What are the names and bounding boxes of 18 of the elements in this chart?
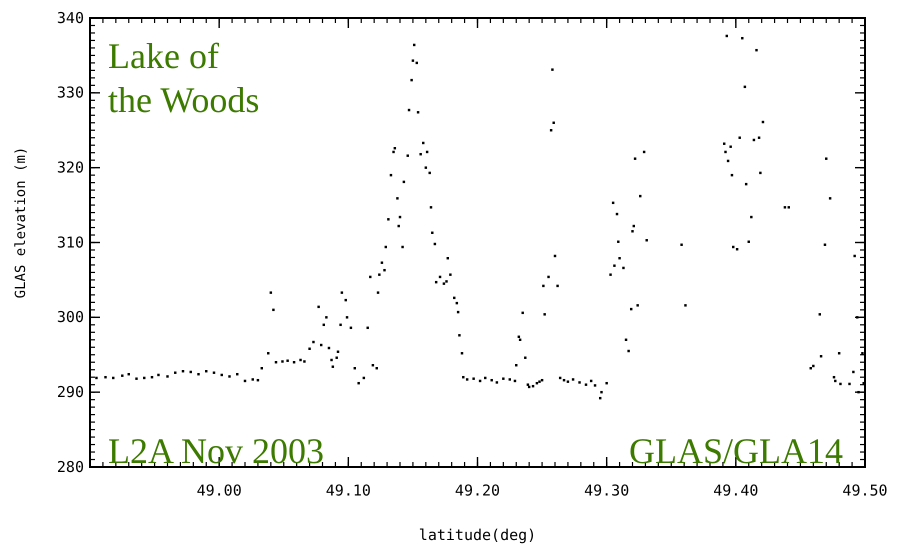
x-tick-label: 49.10 bbox=[326, 482, 371, 500]
x-tick-label: 49.30 bbox=[584, 482, 630, 500]
y-tick-label: 310 bbox=[56, 233, 84, 252]
y-axis-title: GLAS elevation (m) bbox=[13, 146, 29, 298]
y-tick-label: 340 bbox=[56, 8, 84, 27]
annotation: Lake of the Woods bbox=[108, 36, 260, 120]
x-tick-label: 49.40 bbox=[713, 482, 758, 500]
y-tick-label: 280 bbox=[56, 458, 84, 476]
x-tick-label: 49.20 bbox=[454, 482, 500, 500]
x-tick-label: 49.00 bbox=[196, 482, 242, 500]
x-tick-label: 49.50 bbox=[842, 482, 888, 500]
y-tick-label: 300 bbox=[56, 308, 84, 326]
annotation: L2A Nov 2003 bbox=[108, 431, 324, 471]
y-tick-label: 330 bbox=[56, 84, 84, 102]
y-tick-label: 290 bbox=[56, 382, 84, 401]
x-axis-title: latitude(deg) bbox=[418, 526, 536, 544]
annotation: GLAS/GLA14 bbox=[629, 431, 843, 471]
y-tick-label: 320 bbox=[56, 158, 84, 176]
